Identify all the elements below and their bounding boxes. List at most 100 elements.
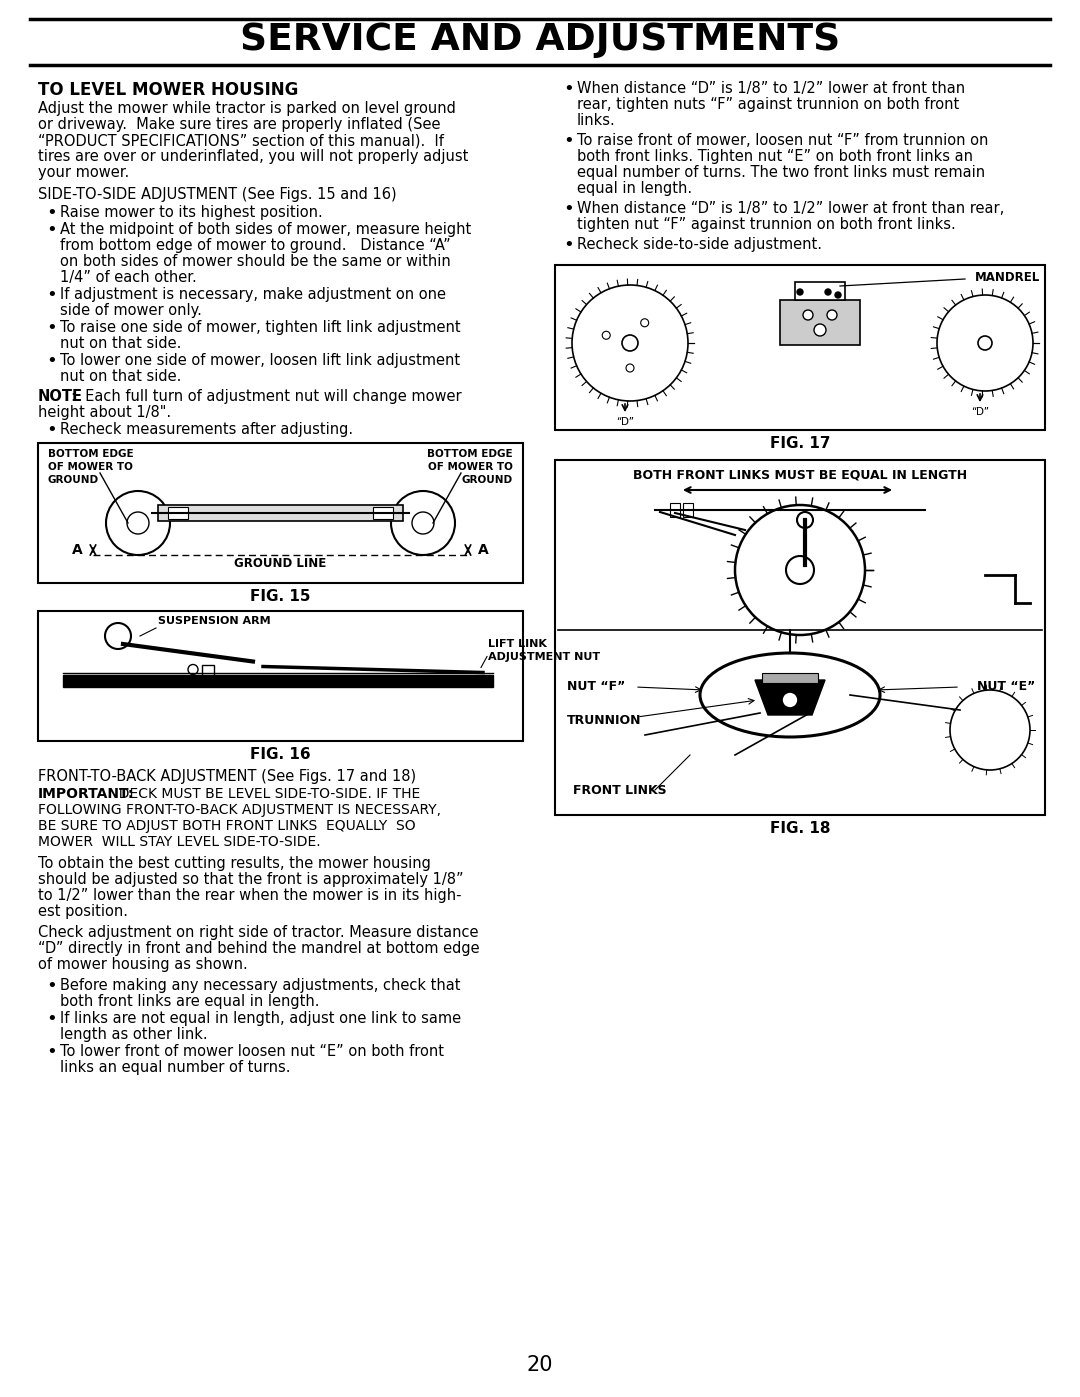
Text: side of mower only.: side of mower only. [60, 303, 202, 319]
Text: MANDREL: MANDREL [975, 271, 1040, 284]
Text: on both sides of mower should be the same or within: on both sides of mower should be the sam… [60, 254, 450, 270]
Circle shape [782, 692, 798, 708]
Bar [168, 507, 188, 520]
Text: nut on that side.: nut on that side. [60, 337, 181, 351]
Text: links.: links. [577, 113, 616, 129]
Text: FRONT LINKS: FRONT LINKS [573, 784, 666, 796]
Text: •: • [46, 204, 57, 222]
Text: To obtain the best cutting results, the mower housing: To obtain the best cutting results, the … [38, 856, 431, 870]
Text: from bottom edge of mower to ground.   Distance “A”: from bottom edge of mower to ground. Dis… [60, 237, 450, 253]
Bar [63, 675, 492, 686]
Text: When distance “D” is 1/8” to 1/2” lower at front than: When distance “D” is 1/8” to 1/2” lower … [577, 81, 966, 96]
Text: :  Each full turn of adjustment nut will change mower: : Each full turn of adjustment nut will … [71, 388, 461, 404]
Circle shape [640, 319, 649, 327]
Text: Recheck side-to-side adjustment.: Recheck side-to-side adjustment. [577, 237, 822, 251]
Text: GROUND LINE: GROUND LINE [234, 557, 326, 570]
Text: Before making any necessary adjustments, check that: Before making any necessary adjustments,… [60, 978, 460, 993]
Polygon shape [755, 680, 825, 715]
Text: both front links are equal in length.: both front links are equal in length. [60, 995, 320, 1009]
Circle shape [786, 556, 814, 584]
Text: Raise mower to its highest position.: Raise mower to its highest position. [60, 205, 323, 219]
Text: A: A [478, 543, 489, 557]
Text: tires are over or underinflated, you will not properly adjust: tires are over or underinflated, you wil… [38, 149, 469, 163]
Text: MOWER  WILL STAY LEVEL SIDE-TO-SIDE.: MOWER WILL STAY LEVEL SIDE-TO-SIDE. [38, 835, 321, 849]
Text: 20: 20 [527, 1355, 553, 1375]
Text: •: • [563, 200, 573, 218]
Text: TRUNNION: TRUNNION [567, 714, 642, 726]
Text: equal number of turns. The two front links must remain: equal number of turns. The two front lin… [577, 165, 985, 180]
Bar [670, 503, 680, 517]
Text: tighten nut “F” against trunnion on both front links.: tighten nut “F” against trunnion on both… [577, 217, 956, 232]
Circle shape [797, 289, 804, 295]
Text: To raise one side of mower, tighten lift link adjustment: To raise one side of mower, tighten lift… [60, 320, 461, 335]
Text: links an equal number of turns.: links an equal number of turns. [60, 1060, 291, 1076]
Text: •: • [46, 319, 57, 337]
Circle shape [735, 504, 865, 636]
Text: •: • [46, 420, 57, 439]
Text: BE SURE TO ADJUST BOTH FRONT LINKS  EQUALLY  SO: BE SURE TO ADJUST BOTH FRONT LINKS EQUAL… [38, 819, 416, 833]
Circle shape [572, 285, 688, 401]
Text: Adjust the mower while tractor is parked on level ground: Adjust the mower while tractor is parked… [38, 101, 456, 116]
Text: FIG. 16: FIG. 16 [251, 747, 311, 761]
Bar [762, 673, 818, 683]
Text: IMPORTANT:: IMPORTANT: [38, 787, 134, 800]
Bar [795, 282, 845, 300]
Circle shape [105, 623, 131, 650]
Bar [683, 503, 693, 517]
Circle shape [978, 337, 993, 351]
Text: If adjustment is necessary, make adjustment on one: If adjustment is necessary, make adjustm… [60, 286, 446, 302]
Text: “PRODUCT SPECIFICATIONS” section of this manual).  If: “PRODUCT SPECIFICATIONS” section of this… [38, 133, 444, 148]
Text: FIG. 18: FIG. 18 [770, 821, 831, 835]
Ellipse shape [700, 652, 880, 738]
Text: SUSPENSION ARM: SUSPENSION ARM [158, 616, 271, 626]
Text: FRONT-TO-BACK ADJUSTMENT (See Figs. 17 and 18): FRONT-TO-BACK ADJUSTMENT (See Figs. 17 a… [38, 768, 416, 784]
Circle shape [814, 324, 826, 337]
Bar [780, 300, 860, 345]
Text: est position.: est position. [38, 904, 129, 919]
Text: FIG. 17: FIG. 17 [770, 436, 831, 451]
Text: rear, tighten nuts “F” against trunnion on both front: rear, tighten nuts “F” against trunnion … [577, 96, 959, 112]
Text: Recheck measurements after adjusting.: Recheck measurements after adjusting. [60, 422, 353, 437]
Text: BOTTOM EDGE
OF MOWER TO
GROUND: BOTTOM EDGE OF MOWER TO GROUND [428, 448, 513, 485]
Circle shape [411, 511, 434, 534]
Text: “D”: “D” [616, 416, 634, 427]
Text: should be adjusted so that the front is approximately 1/8”: should be adjusted so that the front is … [38, 872, 463, 887]
Text: NUT “E”: NUT “E” [976, 680, 1035, 693]
Text: both front links. Tighten nut “E” on both front links an: both front links. Tighten nut “E” on bot… [577, 149, 973, 163]
Circle shape [950, 690, 1030, 770]
Text: •: • [46, 1010, 57, 1028]
Text: height about 1/8".: height about 1/8". [38, 405, 171, 420]
Circle shape [127, 511, 149, 534]
Circle shape [622, 335, 638, 351]
Text: or driveway.  Make sure tires are properly inflated (See: or driveway. Make sure tires are properl… [38, 117, 441, 131]
Circle shape [626, 365, 634, 372]
Text: “D”: “D” [971, 407, 989, 416]
Text: •: • [46, 352, 57, 370]
Text: To raise front of mower, loosen nut “F” from trunnion on: To raise front of mower, loosen nut “F” … [577, 133, 988, 148]
Text: Check adjustment on right side of tractor. Measure distance: Check adjustment on right side of tracto… [38, 925, 478, 940]
Text: •: • [46, 977, 57, 995]
Text: BOTH FRONT LINKS MUST BE EQUAL IN LENGTH: BOTH FRONT LINKS MUST BE EQUAL IN LENGTH [633, 468, 967, 481]
Text: •: • [46, 221, 57, 239]
Bar [38, 610, 523, 740]
Text: DECK MUST BE LEVEL SIDE-TO-SIDE. IF THE: DECK MUST BE LEVEL SIDE-TO-SIDE. IF THE [110, 787, 420, 800]
Text: •: • [46, 286, 57, 305]
Text: “D” directly in front and behind the mandrel at bottom edge: “D” directly in front and behind the man… [38, 942, 480, 956]
Circle shape [825, 289, 831, 295]
Text: •: • [563, 131, 573, 149]
Text: NOTE: NOTE [38, 388, 83, 404]
Text: At the midpoint of both sides of mower, measure height: At the midpoint of both sides of mower, … [60, 222, 471, 237]
Text: •: • [46, 1044, 57, 1060]
Circle shape [391, 490, 455, 555]
Text: LIFT LINK
ADJUSTMENT NUT: LIFT LINK ADJUSTMENT NUT [488, 640, 600, 662]
Text: FOLLOWING FRONT-TO-BACK ADJUSTMENT IS NECESSARY,: FOLLOWING FRONT-TO-BACK ADJUSTMENT IS NE… [38, 803, 441, 817]
Text: equal in length.: equal in length. [577, 182, 692, 196]
Circle shape [188, 665, 198, 675]
Bar [373, 507, 393, 520]
Text: of mower housing as shown.: of mower housing as shown. [38, 957, 247, 972]
Text: A: A [72, 543, 83, 557]
Text: To lower one side of mower, loosen lift link adjustment: To lower one side of mower, loosen lift … [60, 353, 460, 367]
Text: BOTTOM EDGE
OF MOWER TO
GROUND: BOTTOM EDGE OF MOWER TO GROUND [48, 448, 134, 485]
Text: When distance “D” is 1/8” to 1/2” lower at front than rear,: When distance “D” is 1/8” to 1/2” lower … [577, 201, 1004, 217]
Text: to 1/2” lower than the rear when the mower is in its high-: to 1/2” lower than the rear when the mow… [38, 888, 461, 902]
